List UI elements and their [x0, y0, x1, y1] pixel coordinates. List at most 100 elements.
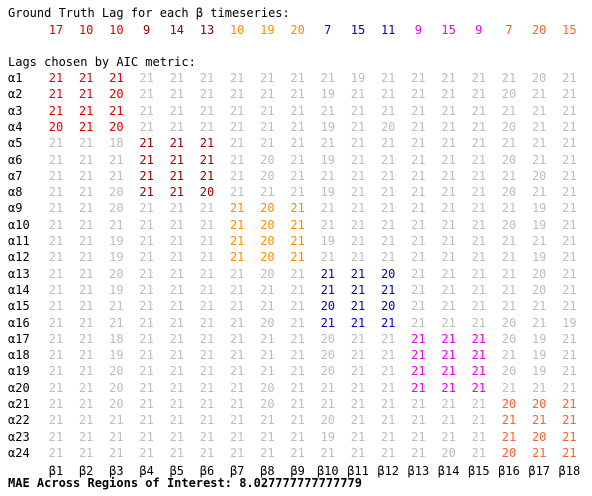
beta-column-label: β11	[347, 464, 369, 479]
lag-cell: 21	[229, 87, 245, 102]
lag-cell: 21	[380, 136, 396, 151]
lag-cell: 21	[320, 201, 336, 216]
lag-cell: 21	[411, 103, 426, 118]
lag-cell: 21	[48, 136, 64, 151]
lag-cell: 21	[531, 152, 547, 167]
ground-truth-title: Ground Truth Lag for each β timeseries:	[8, 6, 290, 20]
lag-cell: 21	[48, 282, 64, 297]
lag-cell: 21	[380, 217, 396, 232]
beta-column-label: β18	[558, 464, 581, 479]
lag-cell: 21	[441, 136, 456, 151]
lag-cell: 21	[441, 397, 456, 411]
lag-cell: 21	[411, 266, 426, 281]
alpha-row-label: α22	[8, 413, 30, 428]
lag-cell: 21	[562, 136, 577, 151]
lag-cell: 21	[471, 103, 487, 118]
lag-cell: 21	[199, 119, 215, 134]
lag-cell: 21	[350, 87, 366, 102]
lag-cell: 21	[411, 331, 426, 346]
lag-cell: 21	[471, 282, 487, 297]
lag-cell: 21	[411, 168, 426, 183]
lag-cell: 20	[260, 152, 275, 167]
lag-cell: 21	[290, 429, 305, 444]
lag-cell: 21	[562, 364, 577, 379]
lag-cell: 21	[320, 266, 336, 281]
lag-cell: 21	[501, 282, 517, 297]
lag-cell: 21	[48, 152, 64, 167]
lag-cell: 21	[380, 234, 396, 248]
lag-cell: 21	[229, 266, 245, 281]
lag-cell: 21	[199, 136, 215, 151]
lag-cell: 21	[78, 445, 94, 460]
lag-cell: 21	[471, 136, 487, 151]
lag-cell: 21	[501, 429, 517, 444]
lag-cell: 20	[501, 119, 517, 134]
lag-cell: 21	[320, 315, 336, 330]
lag-cell: 21	[350, 266, 366, 281]
lag-cell: 20	[501, 87, 517, 102]
lag-cell: 21	[48, 364, 64, 379]
lag-cell: 19	[109, 234, 124, 248]
lag-cell: 21	[350, 348, 366, 363]
lag-cell: 21	[78, 282, 94, 297]
lag-cell: 21	[441, 299, 456, 314]
lag-cell: 21	[290, 397, 305, 411]
alpha-row-label: α6	[8, 152, 23, 167]
lag-cell: 21	[78, 71, 94, 85]
lag-cell: 21	[441, 266, 456, 281]
beta-column-label: β14	[437, 464, 460, 479]
lag-cell: 21	[78, 136, 94, 151]
lag-cell: 21	[441, 250, 456, 265]
lag-cell: 21	[441, 87, 456, 102]
lag-cell: 21	[380, 87, 396, 102]
lag-cell: 21	[441, 185, 456, 200]
lag-cell: 21	[350, 250, 366, 265]
lag-cell: 21	[78, 397, 94, 411]
lag-cell: 21	[441, 315, 456, 330]
lag-cell: 21	[169, 445, 185, 460]
lag-cell: 21	[411, 250, 426, 265]
ground-truth-value: 7	[505, 23, 513, 37]
lag-cell: 21	[411, 429, 426, 444]
lag-cell: 21	[471, 152, 487, 167]
lag-cell: 21	[48, 315, 64, 330]
lag-cell: 21	[562, 103, 577, 118]
lag-cell: 21	[48, 299, 64, 314]
lag-cell: 21	[531, 87, 547, 102]
lag-cell: 21	[48, 250, 64, 265]
lag-cell: 21	[562, 413, 577, 428]
lag-cell: 21	[380, 152, 396, 167]
lag-cell: 21	[169, 168, 185, 183]
lag-cell: 21	[320, 250, 336, 265]
beta-column-label: β5	[169, 464, 185, 479]
lag-cell: 20	[260, 380, 275, 395]
lag-cell: 20	[199, 185, 215, 200]
lag-cell: 21	[229, 364, 245, 379]
lag-cell: 21	[411, 152, 426, 167]
beta-column-label: β7	[229, 464, 245, 479]
lag-cell: 21	[109, 152, 124, 167]
lag-cell: 20	[380, 299, 396, 314]
lag-cell: 21	[531, 136, 547, 151]
lag-cell: 21	[441, 282, 456, 297]
lag-cell: 21	[562, 185, 577, 200]
lag-cell: 21	[290, 331, 305, 346]
alpha-row-label: α9	[8, 201, 23, 216]
lag-cell: 21	[199, 168, 215, 183]
beta-column-label: β16	[498, 464, 520, 479]
lag-cell: 21	[139, 397, 154, 411]
lag-cell: 21	[48, 397, 64, 411]
lag-cell: 21	[471, 429, 487, 444]
lag-cell: 21	[139, 152, 154, 167]
beta-column-label: β9	[290, 464, 305, 479]
lag-cell: 21	[441, 331, 456, 346]
lag-cell: 21	[441, 119, 456, 134]
lag-cell: 21	[531, 380, 547, 395]
lag-cell: 21	[48, 413, 64, 428]
lag-cell: 21	[380, 185, 396, 200]
lag-cell: 20	[531, 429, 547, 444]
lag-cell: 21	[260, 282, 275, 297]
alpha-row-label: α24	[8, 445, 30, 460]
lag-cell: 21	[350, 413, 366, 428]
lag-cell: 18	[109, 136, 124, 151]
